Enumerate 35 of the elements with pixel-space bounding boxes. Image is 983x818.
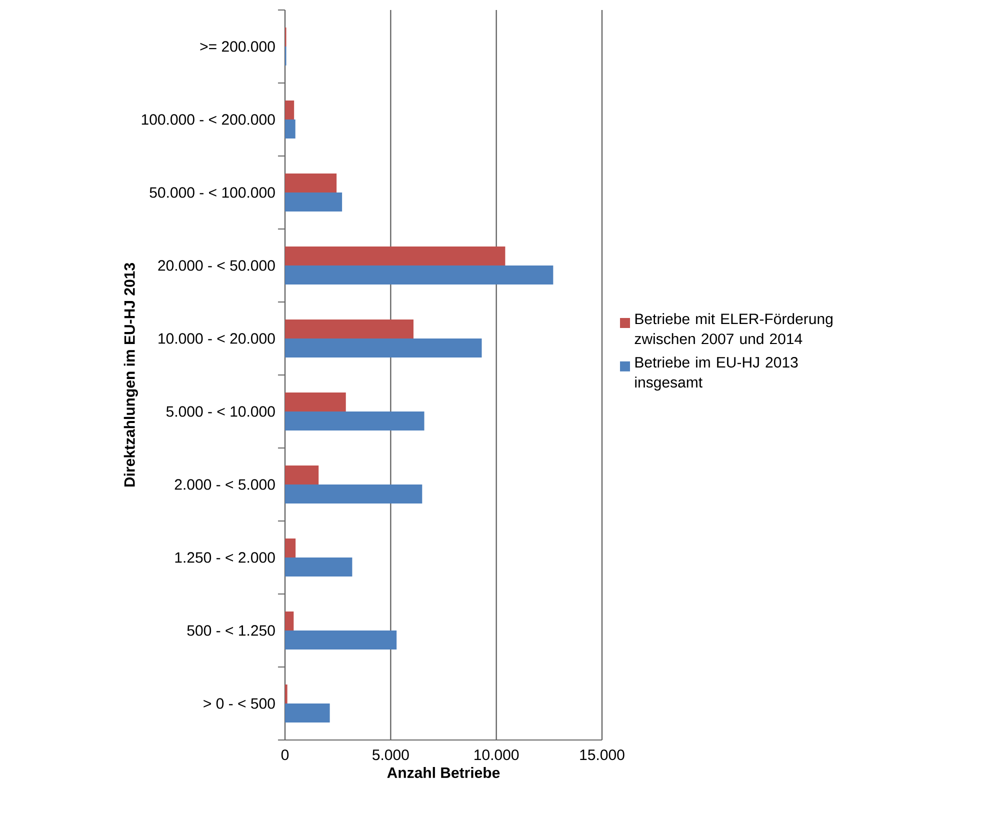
bar [285,246,506,266]
y-tick-label: >= 200.000 [200,41,275,52]
bar [285,484,422,504]
bar [285,703,330,722]
x-tick-label: 5.000 [372,750,409,760]
x-tick-label: 0 [281,750,289,760]
bar [285,466,319,484]
bar [285,338,482,358]
bar [285,411,424,430]
bar [285,192,342,212]
y-tick-label: 2.000 - < 5.000 [174,479,275,490]
bar [285,392,346,412]
x-axis-title: Anzahl Betriebe [387,767,500,778]
legend-label: Betriebe mit ELER-Förderung zwischen 2007 und 2014 [634,313,832,344]
x-tick-label: 10.000 [474,750,519,760]
bar [285,557,352,576]
y-tick-label: > 0 - < 500 [204,698,275,709]
y-tick-label: 5.000 - < 10.000 [166,406,275,417]
y-tick-label: 100.000 - < 200.000 [142,114,275,125]
bar [285,538,296,558]
bar [285,265,554,284]
y-tick-label: 10.000 - < 20.000 [158,333,275,344]
bar [285,630,397,650]
bar [285,120,296,138]
x-tick-label: 15.000 [580,750,624,760]
y-tick-label: 20.000 - < 50.000 [158,260,275,271]
y-tick-label: 500 - < 1.250 [187,625,275,636]
y-tick-label: 1.250 - < 2.000 [175,552,275,563]
y-axis-title: Direktzahlungen im EU-HJ 2013 [124,263,138,487]
legend-label: Betriebe im EU-HJ 2013 insgesamt [635,356,798,391]
bar [285,100,294,120]
bar [285,320,414,338]
bar [285,612,294,630]
y-tick-label: 50.000 - < 100.000 [150,187,275,198]
bar [285,174,337,192]
